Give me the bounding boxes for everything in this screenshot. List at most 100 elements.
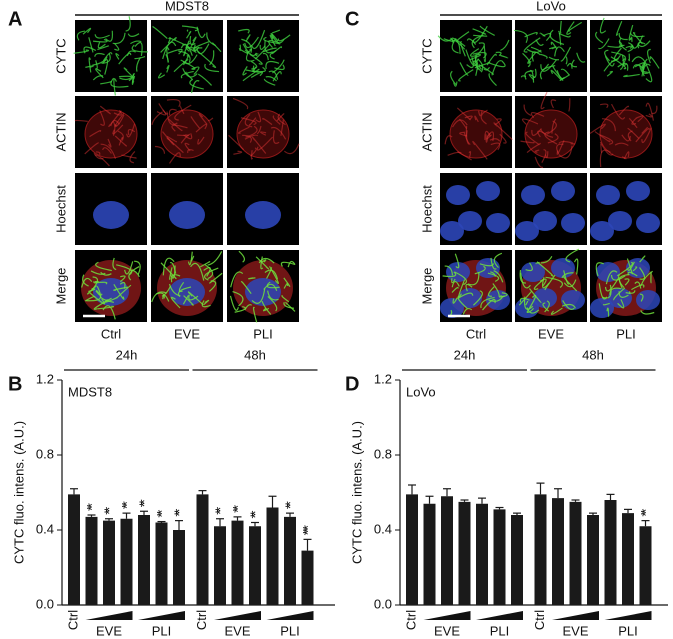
- filament: [250, 29, 266, 49]
- filament: [92, 56, 108, 66]
- filament: [82, 27, 92, 35]
- filament: [127, 33, 140, 38]
- filament: [550, 307, 563, 315]
- filament: [84, 142, 100, 155]
- filament: [178, 281, 185, 293]
- filament: [519, 297, 530, 303]
- filament: [207, 251, 223, 266]
- filament: [617, 62, 629, 71]
- filament: [594, 131, 611, 143]
- filament: [534, 156, 544, 168]
- filament: [651, 105, 658, 115]
- filament: [81, 277, 93, 288]
- filament: [201, 300, 211, 308]
- filament: [242, 134, 252, 143]
- filament: [99, 110, 105, 126]
- filament: [259, 44, 266, 50]
- filament: [102, 59, 109, 75]
- chart-label: LoVo: [406, 384, 436, 399]
- filament: [483, 66, 491, 71]
- filament: [188, 294, 199, 301]
- filament: [266, 267, 273, 279]
- filament: [631, 117, 637, 125]
- row-label: ACTIN: [53, 113, 68, 152]
- filament: [259, 131, 267, 136]
- group-label: 24h: [116, 347, 138, 362]
- nucleus: [533, 211, 557, 231]
- filament: [576, 52, 586, 63]
- x-tick-label: Ctrl: [194, 610, 209, 630]
- x-tick-label: Ctrl: [532, 610, 547, 630]
- filament: [640, 310, 655, 315]
- filament: [197, 50, 217, 69]
- filament: [550, 69, 562, 80]
- group-label: 24h: [454, 347, 476, 362]
- filament: [526, 142, 541, 154]
- group-label: 48h: [244, 347, 266, 362]
- bar: [493, 509, 506, 605]
- filament: [520, 272, 531, 289]
- significance: **: [638, 508, 654, 516]
- bar: [85, 516, 98, 605]
- filament: [113, 78, 117, 96]
- filament: [183, 295, 194, 306]
- nucleus: [93, 201, 129, 229]
- filament: [151, 291, 167, 303]
- filament: [639, 267, 646, 280]
- filament: [168, 152, 181, 164]
- filament: [464, 115, 473, 121]
- filament: [599, 149, 611, 167]
- filament: [627, 42, 634, 53]
- filament: [467, 271, 480, 286]
- micrograph: [227, 96, 300, 168]
- filament: [233, 150, 243, 155]
- filament: [203, 299, 210, 306]
- filament: [160, 37, 177, 53]
- filament: [190, 116, 201, 129]
- y-axis-label: CYTC fluo. intens. (A.U.): [349, 421, 364, 564]
- filament: [126, 123, 136, 138]
- bar: [639, 526, 652, 605]
- filament: [637, 40, 651, 48]
- filament: [190, 80, 200, 94]
- filament: [85, 65, 94, 68]
- filament: [191, 66, 200, 75]
- filament: [196, 43, 210, 55]
- filament: [187, 148, 194, 154]
- filament: [617, 299, 625, 309]
- filament: [545, 276, 564, 288]
- y-axis-label: CYTC fluo. intens. (A.U.): [11, 421, 26, 564]
- cell-outline: [160, 109, 214, 159]
- filament: [102, 305, 116, 320]
- row-label: Merge: [419, 268, 434, 305]
- filament: [463, 132, 471, 146]
- filament: [171, 124, 188, 132]
- filament: [256, 125, 262, 135]
- filament: [121, 154, 137, 159]
- filament: [248, 117, 257, 126]
- filament: [244, 113, 253, 128]
- filament: [185, 42, 203, 49]
- dose-wedge: [266, 611, 314, 620]
- filament: [242, 66, 248, 76]
- panel-letter: A: [8, 8, 22, 30]
- filament: [480, 296, 495, 309]
- filament: [518, 291, 532, 306]
- filament: [458, 69, 474, 82]
- filament: [531, 51, 541, 62]
- filament: [452, 297, 458, 304]
- filament: [258, 257, 275, 264]
- nucleus: [590, 221, 614, 241]
- filament: [523, 296, 534, 310]
- filament: [490, 271, 496, 277]
- filament: [618, 44, 625, 47]
- filament: [270, 32, 279, 42]
- bar: [138, 515, 150, 605]
- filament: [533, 278, 545, 290]
- significance: **: [282, 501, 298, 509]
- nucleus: [561, 290, 585, 310]
- filament: [250, 150, 254, 160]
- filament: [232, 290, 244, 307]
- filament: [249, 53, 263, 65]
